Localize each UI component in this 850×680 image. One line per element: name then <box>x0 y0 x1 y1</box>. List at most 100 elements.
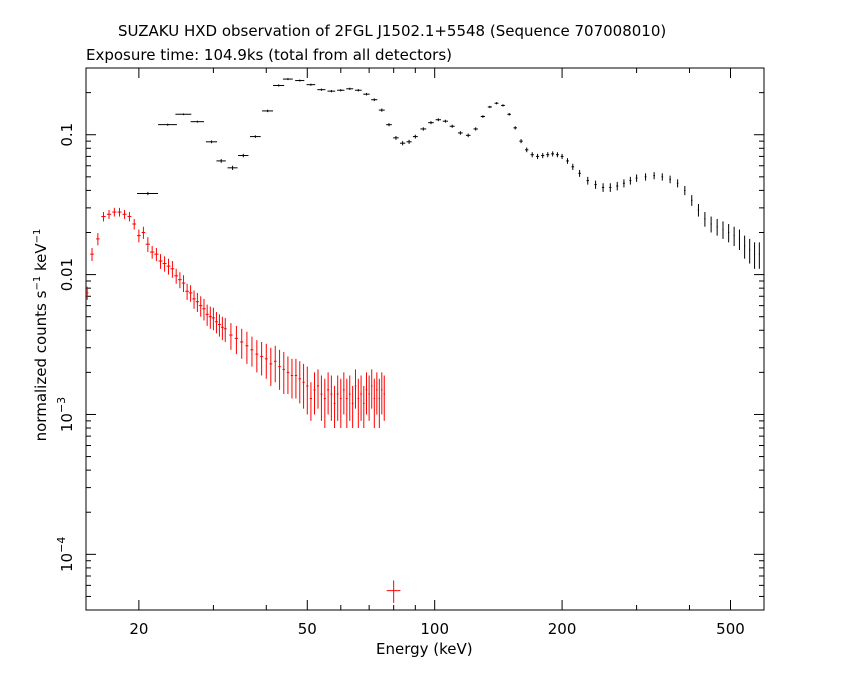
data-point <box>192 290 196 309</box>
data-point <box>216 159 226 163</box>
data-point <box>371 98 378 102</box>
data-point <box>487 105 492 109</box>
data-point <box>406 139 412 144</box>
data-point <box>616 181 619 191</box>
data-point <box>684 186 686 196</box>
x-tick-label: 500 <box>716 620 745 638</box>
data-point <box>473 127 478 131</box>
y-tick-base: 0.1 <box>58 123 76 147</box>
y-tick-label-text: 10−4 <box>55 537 76 572</box>
data-point <box>175 113 192 116</box>
data-point <box>480 115 486 118</box>
data-point <box>348 375 351 421</box>
data-point <box>323 378 326 429</box>
data-point <box>330 375 333 421</box>
y-tick-base: 0.01 <box>58 258 76 291</box>
data-point <box>661 173 664 181</box>
series-1 <box>86 207 401 603</box>
y-tick-label-text: 0.1 <box>58 123 76 147</box>
data-point <box>90 247 94 262</box>
data-point <box>238 153 249 158</box>
data-point <box>465 133 471 138</box>
data-point <box>86 286 89 300</box>
data-point <box>758 242 760 269</box>
data-point <box>376 372 378 415</box>
data-point <box>158 123 177 126</box>
plot-frame <box>85 67 765 611</box>
data-point <box>754 242 756 269</box>
data-point <box>428 121 434 125</box>
data-point <box>333 385 336 429</box>
data-point <box>313 372 316 415</box>
data-point <box>336 375 339 421</box>
data-point <box>137 191 159 196</box>
data-point <box>501 104 505 107</box>
data-point <box>744 235 746 259</box>
chart-subtitle: Exposure time: 104.9ks (total from all d… <box>86 46 453 64</box>
data-point <box>571 163 575 170</box>
data-point <box>594 180 597 189</box>
data-point <box>294 358 298 399</box>
data-point <box>240 328 244 359</box>
data-point <box>535 153 540 160</box>
data-point <box>525 147 529 153</box>
data-point <box>360 375 362 421</box>
data-point <box>383 375 385 421</box>
data-point <box>435 118 442 122</box>
data-point <box>185 283 189 300</box>
data-point <box>306 366 309 415</box>
y-axis-label-part1: normalized counts s <box>32 290 50 442</box>
series-0 <box>137 78 760 269</box>
data-point <box>162 256 167 272</box>
data-point <box>286 356 290 395</box>
data-point <box>106 209 112 219</box>
data-point <box>137 229 141 243</box>
x-tick-label: 50 <box>298 620 317 638</box>
y-tick-label: 0.1 <box>58 123 76 147</box>
data-point <box>351 385 354 429</box>
data-point <box>586 176 589 185</box>
data-point <box>295 79 305 82</box>
data-point <box>370 369 373 409</box>
y-tick-base: 10 <box>58 553 76 572</box>
data-point <box>178 272 182 289</box>
data-point <box>96 233 100 246</box>
data-point <box>217 314 221 337</box>
data-point <box>697 203 700 217</box>
data-point <box>609 183 612 192</box>
data-point <box>357 378 360 429</box>
y-axis-label-exp2: −1 <box>32 228 43 244</box>
data-point <box>399 141 406 146</box>
data-point <box>556 152 559 158</box>
data-point <box>154 247 159 262</box>
data-point <box>269 347 273 386</box>
data-point <box>208 306 212 329</box>
data-point <box>141 226 146 239</box>
data-point <box>342 372 345 415</box>
data-series <box>86 78 760 603</box>
data-point <box>260 341 264 376</box>
data-point <box>494 102 499 105</box>
data-point <box>373 378 376 429</box>
data-point <box>339 378 342 429</box>
data-point <box>290 358 294 399</box>
data-point <box>442 119 448 123</box>
y-tick-label: 10−4 <box>55 537 76 572</box>
data-point <box>262 109 274 113</box>
data-point <box>170 261 175 278</box>
data-point <box>205 304 209 326</box>
data-point <box>635 174 638 182</box>
data-point <box>273 84 285 87</box>
data-point <box>320 375 323 421</box>
y-tick-exp: −4 <box>55 537 68 553</box>
data-point <box>457 131 463 135</box>
data-point <box>378 378 381 429</box>
data-point <box>368 375 370 421</box>
data-point <box>345 378 348 429</box>
y-axis-label: normalized counts s−1 keV−1 <box>32 229 50 442</box>
data-point <box>566 158 569 164</box>
data-point <box>728 224 730 243</box>
data-point <box>354 89 362 92</box>
data-point <box>644 173 647 181</box>
data-point <box>205 140 218 144</box>
